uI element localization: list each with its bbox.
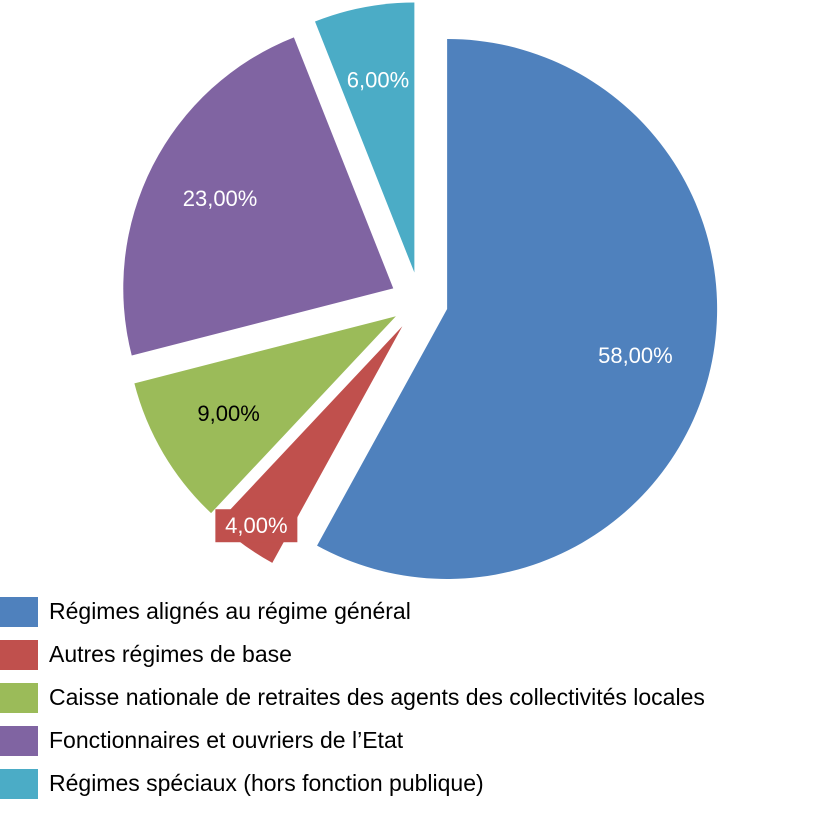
legend-item: Fonctionnaires et ouvriers de l’Etat <box>0 719 818 762</box>
legend-label: Fonctionnaires et ouvriers de l’Etat <box>49 727 404 753</box>
data-label-regimes-speciaux: 6,00% <box>347 67 409 92</box>
legend-swatch-regimes-speciaux <box>0 768 38 799</box>
legend-swatch-regimes-alignes <box>0 596 38 627</box>
pie-slice-autres-regimes <box>217 326 403 563</box>
legend-swatch-autres-regimes <box>0 639 38 670</box>
data-label-cnracl: 9,00% <box>197 401 259 426</box>
legend-item: Caisse nationale de retraites des agents… <box>0 676 818 719</box>
legend-item: Régimes alignés au régime général <box>0 590 818 633</box>
legend-label: Régimes spéciaux (hors fonction publique… <box>49 770 484 796</box>
data-label-regimes-alignes: 58,00% <box>598 343 673 368</box>
legend-swatch-fonctionnaires <box>0 725 38 756</box>
legend-item: Autres régimes de base <box>0 633 818 676</box>
legend-label: Caisse nationale de retraites des agents… <box>49 684 705 710</box>
data-label-background <box>215 509 298 543</box>
pie-chart: 58,00% 4,00% 9,00% 23,00% 6,00% <box>123 2 718 579</box>
pie-slice-regimes-speciaux <box>314 2 415 273</box>
legend: Régimes alignés au régime général Autres… <box>0 590 818 805</box>
legend-label: Régimes alignés au régime général <box>49 598 411 624</box>
legend-item: Régimes spéciaux (hors fonction publique… <box>0 762 818 805</box>
data-label-autres-regimes: 4,00% <box>225 513 287 538</box>
pie-slice-cnracl <box>134 316 396 514</box>
pie-slice-regimes-alignes <box>317 38 718 579</box>
legend-label: Autres régimes de base <box>49 641 292 667</box>
legend-swatch-cnracl <box>0 682 38 713</box>
pie-slice-fonctionnaires <box>123 37 394 356</box>
data-label-fonctionnaires: 23,00% <box>183 186 258 211</box>
